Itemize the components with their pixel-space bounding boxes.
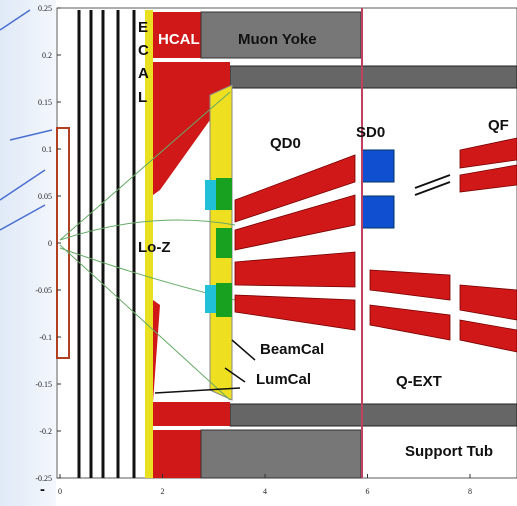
y-tick-label: -0.05 [35,286,52,295]
y-tick-label: 0.05 [38,192,52,201]
x-tick-label: 6 [366,487,370,496]
beamcal-label: BeamCal [260,341,324,358]
hcal-bottom [153,430,201,478]
ecal-letter: C [138,42,149,59]
diagram: E C A L HCAL Muon Yoke QD0 SD0 QF Lo-Z B… [0,0,517,506]
ecal-letter: E [138,19,148,36]
corner-mark: - [40,481,45,498]
y-tick-label: -0.2 [39,427,52,436]
sd0-bottom [362,196,394,228]
y-tick-label: -0.15 [35,380,52,389]
sd0-top [362,150,394,182]
tube-bottom [230,404,517,426]
y-tick-label: 0.25 [38,4,52,13]
y-tick-label: 0.2 [42,51,52,60]
x-tick-label: 2 [161,487,165,496]
y-tick-label: 0.15 [38,98,52,107]
muon-yoke-label: Muon Yoke [238,31,317,48]
x-tick-label: 8 [468,487,472,496]
yoke-bottom [201,430,361,478]
q-ext-label: Q-EXT [396,373,442,390]
x-tick-label: 0 [58,487,62,496]
y-tick-label: -0.1 [39,333,52,342]
lo-z-label: Lo-Z [138,239,170,256]
tube-top [230,66,517,88]
y-tick-label: -0.25 [35,474,52,483]
y-tick-label: 0.1 [42,145,52,154]
qf-label: QF [488,117,509,134]
lumcal-label: LumCal [256,371,311,388]
sd0-label: SD0 [356,124,385,141]
ecal-letter: A [138,65,149,82]
x-tick-label: 4 [263,487,267,496]
hcal-label: HCAL [158,31,200,48]
support-tube-label: Support Tub [405,443,493,460]
ecal-letter: L [138,89,147,106]
qd0-label: QD0 [270,135,301,152]
y-tick-label: 0 [48,239,52,248]
